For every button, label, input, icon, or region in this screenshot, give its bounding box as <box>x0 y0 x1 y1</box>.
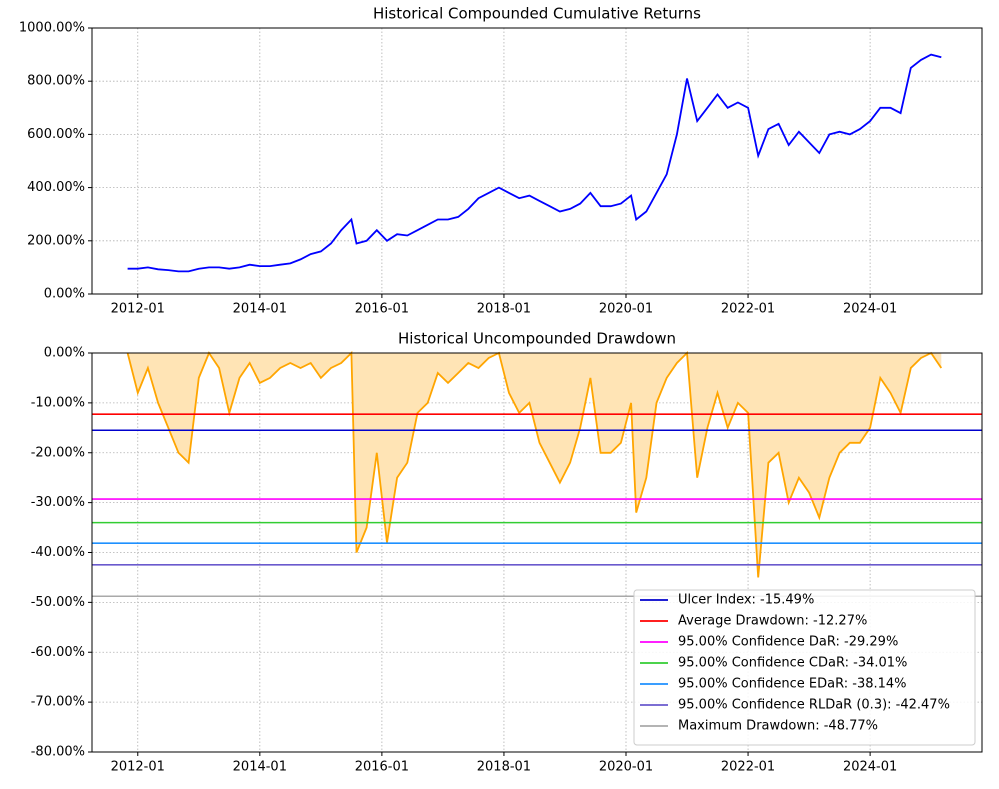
x-tick-label: 2014-01 <box>233 760 287 775</box>
y-tick-label: 800.00% <box>27 74 85 89</box>
chart-title: Historical Compounded Cumulative Returns <box>373 5 701 23</box>
series-line <box>126 350 943 578</box>
y-tick-label: 0.00% <box>44 287 85 302</box>
x-tick-label: 2012-01 <box>111 302 165 317</box>
area-fill <box>127 353 942 578</box>
series-line <box>127 53 942 273</box>
y-tick-label: 400.00% <box>27 180 85 195</box>
y-tick-label: -50.00% <box>31 595 85 610</box>
legend-label: 95.00% Confidence RLDaR (0.3): -42.47% <box>678 698 950 713</box>
legend: Ulcer Index: -15.49% Average Drawdown: -1… <box>633 589 976 746</box>
y-tick-label: -60.00% <box>31 645 85 660</box>
y-tick-label: -20.00% <box>31 445 85 460</box>
x-tick-label: 2016-01 <box>355 760 409 775</box>
y-tick-label: -70.00% <box>31 695 85 710</box>
legend-label: Maximum Drawdown: -48.77% <box>678 719 878 734</box>
y-tick-label: -80.00% <box>31 745 85 760</box>
axes-frame <box>91 27 983 295</box>
legend-label: Average Drawdown: -12.27% <box>678 614 867 629</box>
axes-frame <box>91 352 983 753</box>
x-tick-label: 2022-01 <box>721 302 775 317</box>
y-tick-label: -30.00% <box>31 495 85 510</box>
x-tick-label: 2012-01 <box>111 760 165 775</box>
x-tick-label: 2018-01 <box>477 760 531 775</box>
y-tick-label: 600.00% <box>27 127 85 142</box>
y-tick-label: 200.00% <box>27 233 85 248</box>
y-tick-label: -10.00% <box>31 395 85 410</box>
x-tick-label: 2024-01 <box>843 302 897 317</box>
y-tick-label: 0.00% <box>44 346 85 361</box>
legend-box <box>633 589 976 746</box>
x-tick-label: 2020-01 <box>599 760 653 775</box>
legend-label: Ulcer Index: -15.49% <box>678 593 814 608</box>
x-tick-label: 2018-01 <box>477 302 531 317</box>
x-tick-label: 2024-01 <box>843 760 897 775</box>
legend-label: 95.00% Confidence DaR: -29.29% <box>678 635 898 650</box>
y-tick-label: 1000.00% <box>19 21 85 36</box>
x-tick-label: 2014-01 <box>233 302 287 317</box>
x-tick-label: 2020-01 <box>599 302 653 317</box>
x-tick-label: 2016-01 <box>355 302 409 317</box>
legend-label: 95.00% Confidence EDaR: -38.14% <box>678 677 907 692</box>
y-tick-label: -40.00% <box>31 545 85 560</box>
x-tick-label: 2022-01 <box>721 760 775 775</box>
chart-title: Historical Uncompounded Drawdown <box>398 330 676 348</box>
legend-label: 95.00% Confidence CDaR: -34.01% <box>678 656 907 671</box>
